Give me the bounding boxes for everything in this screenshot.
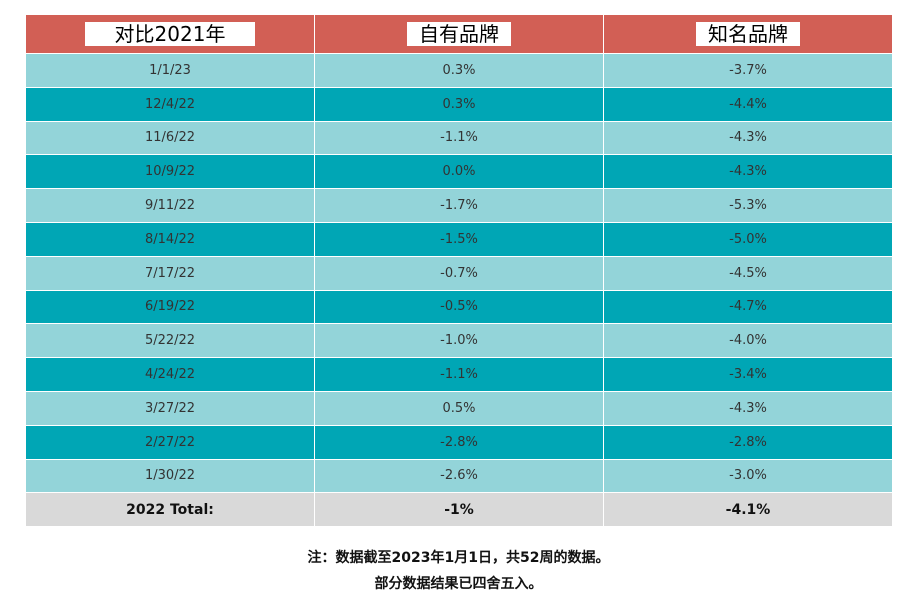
table-cell: 12/4/22 xyxy=(25,86,315,122)
table-cell: -1.5% xyxy=(314,221,604,257)
table-cell: -4.4% xyxy=(603,86,893,122)
table-cell: -3.7% xyxy=(603,53,893,88)
table-cell: 9/11/22 xyxy=(25,188,315,223)
table-cell: -4.5% xyxy=(603,255,893,291)
table-cell: -3.0% xyxy=(603,458,893,494)
table-body: 1/1/23 0.3% -3.7% 12/4/22 0.3% -4.4% 11/6/22 -1… xyxy=(25,53,893,528)
table-cell: 8/14/22 xyxy=(25,221,315,257)
header-cell: 对比2021年 xyxy=(25,14,315,54)
table-cell: -4.3% xyxy=(603,390,893,426)
table-cell: -4.3% xyxy=(603,120,893,156)
table-cell: 10/9/22 xyxy=(25,154,315,190)
table-cell: -2.8% xyxy=(314,424,604,460)
table-row: 7/17/22 -0.7% -4.5% xyxy=(25,255,893,291)
table-cell: -0.7% xyxy=(314,255,604,291)
table-row: 8/14/22 -1.5% -5.0% xyxy=(25,221,893,257)
table-cell: 2/27/22 xyxy=(25,424,315,460)
table-row: 1/1/23 0.3% -3.7% xyxy=(25,53,893,88)
table-cell: -1.1% xyxy=(314,357,604,392)
table-cell: -5.3% xyxy=(603,188,893,223)
table-cell: -5.0% xyxy=(603,221,893,257)
table-cell: 5/22/22 xyxy=(25,323,315,359)
table-cell: -4.7% xyxy=(603,289,893,325)
table-row: 11/6/22 -1.1% -4.3% xyxy=(25,120,893,156)
table-cell: -3.4% xyxy=(603,357,893,392)
table-cell: 1/1/23 xyxy=(25,53,315,88)
table-cell: 11/6/22 xyxy=(25,120,315,156)
header-row: 对比2021年 自有品牌 知名品牌 xyxy=(25,14,893,54)
table-row: 6/19/22 -0.5% -4.7% xyxy=(25,289,893,325)
table-cell: -4.3% xyxy=(603,154,893,190)
total-row: 2022 Total: -1% -4.1% xyxy=(25,492,893,528)
table-cell: -0.5% xyxy=(314,289,604,325)
total-cell: -4.1% xyxy=(603,492,893,528)
table-cell: 6/19/22 xyxy=(25,289,315,325)
table-cell: -1.7% xyxy=(314,188,604,223)
table-cell: 4/24/22 xyxy=(25,357,315,392)
table-cell: -4.0% xyxy=(603,323,893,359)
table-cell: 0.3% xyxy=(314,86,604,122)
table-cell: 7/17/22 xyxy=(25,255,315,291)
table-cell: -1.0% xyxy=(314,323,604,359)
table-cell: -2.8% xyxy=(603,424,893,460)
table-row: 2/27/22 -2.8% -2.8% xyxy=(25,424,893,460)
table-cell: 0.0% xyxy=(314,154,604,190)
table-cell: 1/30/22 xyxy=(25,458,315,494)
table-row: 1/30/22 -2.6% -3.0% xyxy=(25,458,893,494)
header-label: 对比2021年 xyxy=(84,22,256,46)
header-cell: 自有品牌 xyxy=(314,14,604,54)
table-cell: 0.3% xyxy=(314,53,604,88)
table-cell: -1.1% xyxy=(314,120,604,156)
footnote: 部分数据结果已四舍五入。 xyxy=(374,576,543,592)
footnote: 注：数据截至2023年1月1日，共52周的数据。 xyxy=(307,550,610,566)
table-cell: 0.5% xyxy=(314,390,604,426)
data-table: 对比2021年 自有品牌 知名品牌 1/1/23 0.3% -3.7% 12/4/22 0.… xyxy=(25,14,893,528)
total-cell: -1% xyxy=(314,492,604,528)
table-row: 5/22/22 -1.0% -4.0% xyxy=(25,323,893,359)
header-label: 自有品牌 xyxy=(407,22,511,46)
table-cell: 3/27/22 xyxy=(25,390,315,426)
header-label: 知名品牌 xyxy=(696,22,800,46)
table-row: 9/11/22 -1.7% -5.3% xyxy=(25,188,893,223)
table-row: 12/4/22 0.3% -4.4% xyxy=(25,86,893,122)
total-cell: 2022 Total: xyxy=(25,492,315,528)
table-cell: -2.6% xyxy=(314,458,604,494)
table-row: 4/24/22 -1.1% -3.4% xyxy=(25,357,893,392)
table-row: 10/9/22 0.0% -4.3% xyxy=(25,154,893,190)
header-cell: 知名品牌 xyxy=(603,14,893,54)
table-row: 3/27/22 0.5% -4.3% xyxy=(25,390,893,426)
